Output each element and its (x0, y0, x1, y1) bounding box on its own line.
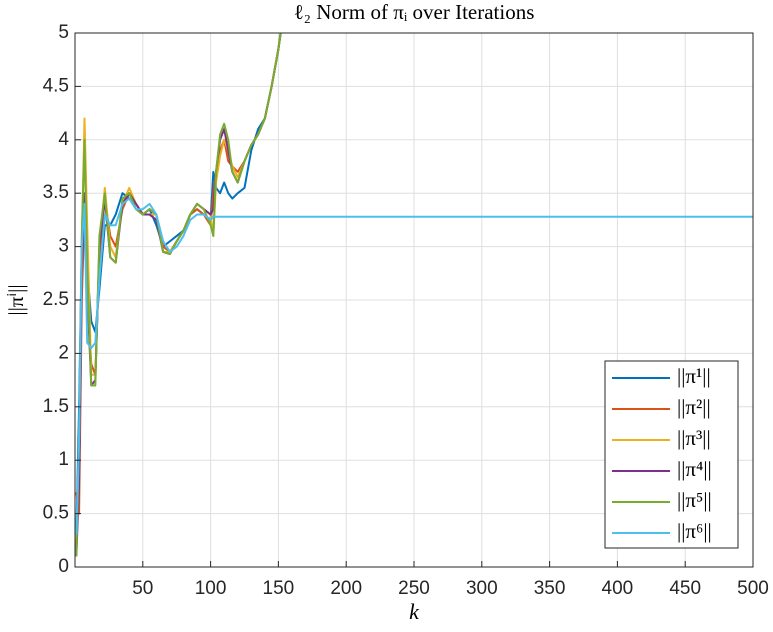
series-line (75, 197, 753, 535)
x-tick-label: 350 (534, 578, 566, 599)
chart-title: ℓ₂ Norm of πᵢ over Iterations (294, 0, 535, 24)
x-tick-label: 500 (737, 578, 769, 599)
legend-box (604, 360, 739, 549)
legend-label: ||π⁴|| (677, 457, 712, 481)
x-tick-label: 200 (330, 578, 362, 599)
y-tick-label: 1 (58, 449, 69, 470)
y-tick-label: 2.5 (43, 289, 69, 310)
y-axis-label: ||πⁱ|| (4, 284, 28, 315)
y-tick-label: 1.5 (43, 396, 69, 417)
x-tick-label: 450 (669, 578, 701, 599)
x-tick-label: 100 (195, 578, 227, 599)
x-tick-label: 50 (132, 578, 153, 599)
x-tick-label: 150 (263, 578, 295, 599)
y-tick-label: 3.5 (43, 182, 69, 203)
legend-label: ||π⁵|| (677, 488, 712, 512)
x-axis-label: k (409, 599, 420, 624)
y-tick-label: 4 (58, 129, 69, 150)
legend-label: ||π¹|| (677, 364, 711, 388)
x-tick-label: 250 (398, 578, 430, 599)
x-tick-label: 300 (466, 578, 498, 599)
y-tick-label: 2 (58, 342, 69, 363)
y-tick-label: 0.5 (43, 503, 69, 524)
y-tick-label: 0 (58, 556, 69, 577)
legend-label: ||π⁶|| (677, 519, 712, 543)
legend-label: ||π³|| (677, 426, 711, 450)
y-tick-label: 3 (58, 236, 69, 257)
lines (75, 33, 753, 557)
y-tick-label: 4.5 (43, 75, 69, 96)
y-tick-label: 5 (58, 22, 69, 43)
x-tick-label: 400 (602, 578, 634, 599)
legend-label: ||π²|| (677, 395, 711, 419)
legend: ||π¹|| ||π²|| ||π³|| ||π⁴|| ||π⁵|| ||π⁶|| (604, 360, 739, 549)
